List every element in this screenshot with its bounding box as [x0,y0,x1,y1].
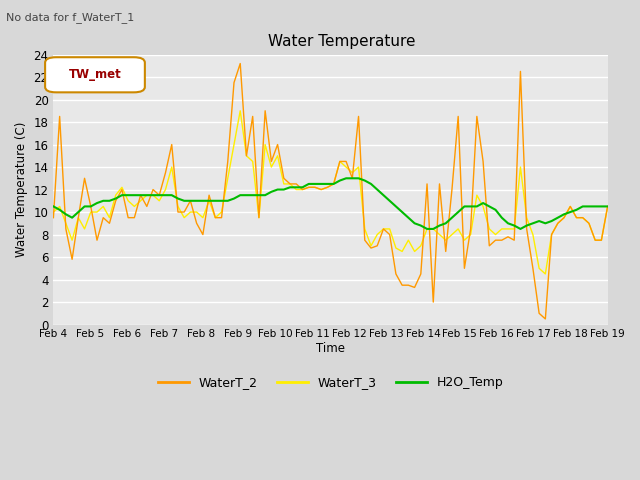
FancyBboxPatch shape [45,57,145,92]
Legend: WaterT_2, WaterT_3, H2O_Temp: WaterT_2, WaterT_3, H2O_Temp [152,371,509,394]
X-axis label: Time: Time [316,342,345,355]
Text: TW_met: TW_met [68,68,122,81]
Title: Water Temperature: Water Temperature [268,34,415,49]
Y-axis label: Water Temperature (C): Water Temperature (C) [15,122,28,257]
Text: No data for f_WaterT_1: No data for f_WaterT_1 [6,12,134,23]
